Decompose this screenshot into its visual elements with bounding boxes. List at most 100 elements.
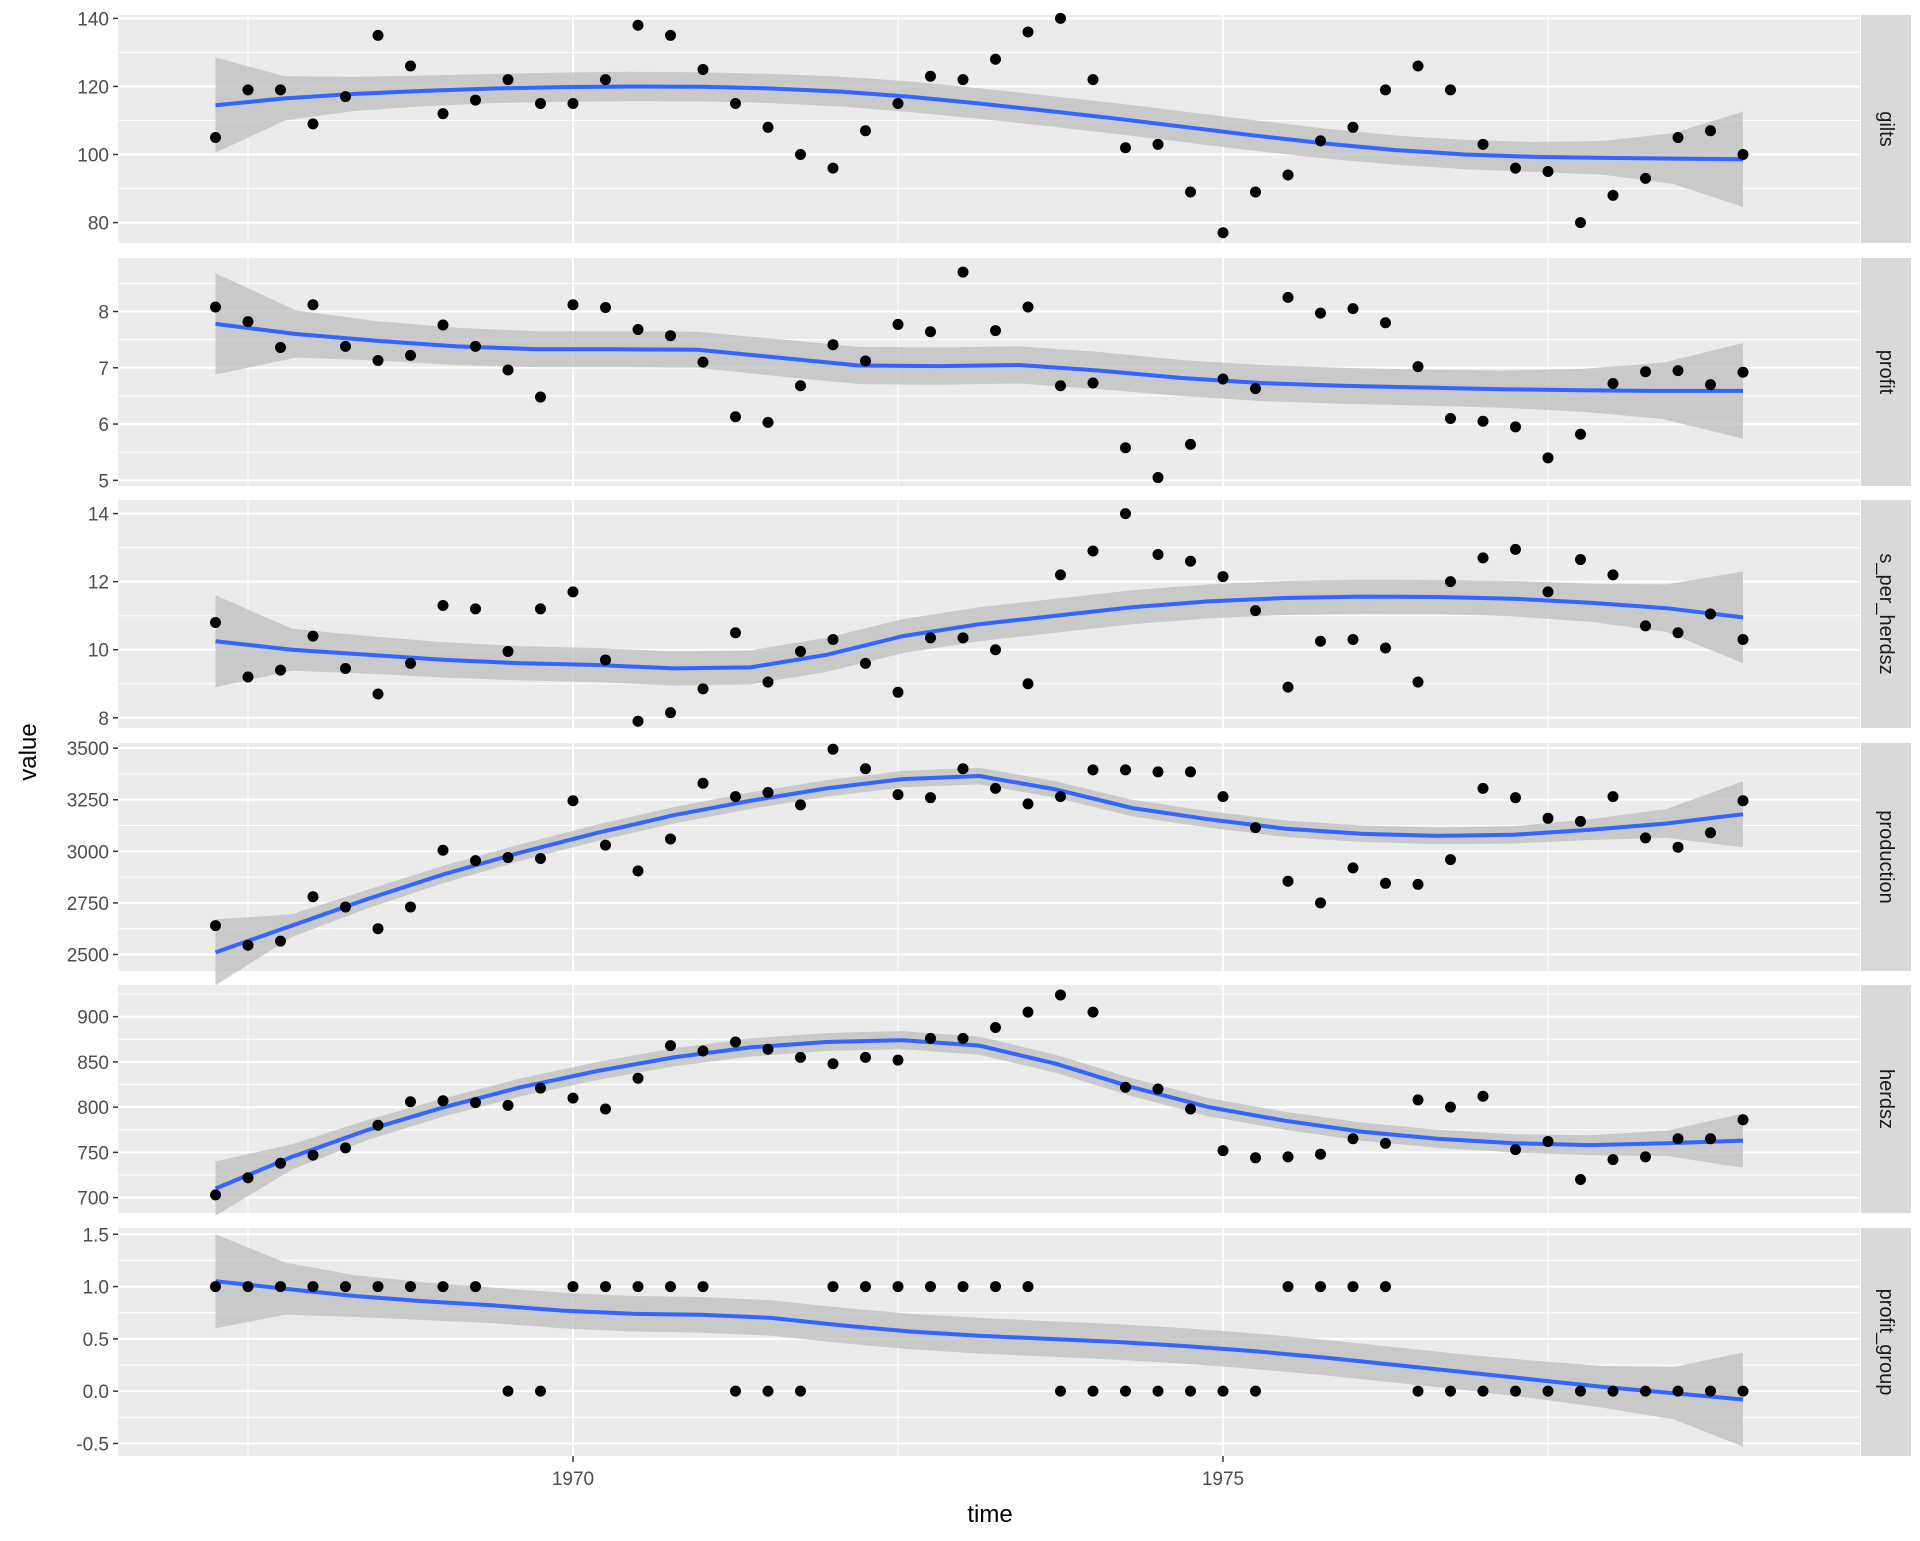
data-point: [340, 340, 351, 352]
data-point: [1055, 1385, 1066, 1397]
data-point: [1412, 878, 1424, 890]
data-point: [1705, 125, 1716, 137]
data-point: [1120, 1081, 1131, 1093]
data-point: [1217, 571, 1229, 583]
data-point: [502, 1099, 514, 1111]
data-point: [1347, 1281, 1359, 1293]
data-point: [340, 901, 351, 913]
y-tick-label: 14: [88, 505, 110, 526]
data-point: [340, 662, 351, 674]
data-point: [1672, 365, 1684, 377]
data-point: [1282, 291, 1294, 303]
data-point: [1640, 1385, 1651, 1397]
data-point: [210, 617, 221, 629]
data-point: [1152, 138, 1164, 150]
data-point: [1055, 380, 1066, 392]
panel-gilts: 80 100 120 140 gilts: [77, 9, 1911, 243]
y-tick-label: 1.5: [83, 1225, 109, 1246]
y-tick-label: 6: [98, 415, 109, 436]
data-point: [1705, 379, 1716, 391]
data-point: [665, 330, 676, 342]
data-point: [567, 1281, 579, 1293]
data-point: [1510, 421, 1521, 433]
data-point: [697, 1045, 709, 1057]
smooth-line: [215, 1279, 1744, 1402]
data-point: [567, 795, 579, 807]
data-point: [307, 891, 319, 903]
data-point: [1380, 642, 1391, 654]
y-tick-label: 2750: [67, 894, 109, 915]
data-point: [1445, 1101, 1456, 1113]
y-tick-label: 2500: [67, 945, 109, 966]
data-point: [1510, 792, 1521, 804]
data-point: [470, 1097, 481, 1109]
facet-strip-label: profit_group: [1875, 1289, 1897, 1396]
data-point: [925, 632, 936, 644]
y-tick-label: 3500: [67, 739, 109, 760]
data-point: [1575, 1174, 1586, 1186]
data-point: [1640, 366, 1651, 378]
data-point: [957, 1032, 969, 1044]
confidence-ribbon: [215, 1031, 1743, 1216]
data-point: [405, 901, 416, 913]
data-point: [1575, 1385, 1586, 1397]
facet-strip: [1861, 985, 1911, 1213]
data-point: [1315, 307, 1326, 319]
data-point: [990, 782, 1001, 794]
data-point: [1672, 627, 1684, 639]
data-point: [957, 74, 969, 86]
facet-strip-label: herdsz: [1875, 1069, 1897, 1129]
y-tick-label: 800: [77, 1098, 109, 1119]
data-point: [665, 707, 676, 719]
y-tick-label: 120: [77, 77, 109, 98]
y-tick-label: 0.5: [83, 1330, 109, 1351]
data-point: [1510, 1144, 1521, 1156]
data-point: [1087, 764, 1099, 776]
data-point: [632, 1281, 644, 1293]
data-point: [665, 1040, 676, 1052]
data-point: [860, 355, 871, 367]
data-point: [1412, 1385, 1424, 1397]
data-point: [1120, 142, 1131, 154]
data-point: [1607, 1154, 1619, 1166]
y-tick-label: 140: [77, 9, 109, 30]
data-point: [762, 676, 774, 688]
data-point: [1705, 1385, 1716, 1397]
x-tick-label: 1970: [552, 1469, 594, 1490]
data-point: [307, 1281, 319, 1293]
data-point: [1185, 1385, 1196, 1397]
data-point: [697, 683, 709, 695]
y-tick-label: 700: [77, 1189, 109, 1210]
data-point: [795, 149, 806, 161]
data-point: [210, 301, 221, 313]
data-point: [1477, 552, 1489, 564]
data-point: [860, 1281, 871, 1293]
panel-production: 2500 2750 3000 3250 3500 production: [67, 739, 1911, 986]
data-point: [1217, 791, 1229, 803]
data-point: [1185, 186, 1196, 198]
data-point: [1055, 791, 1066, 803]
data-point: [405, 60, 416, 72]
data-point: [1347, 1133, 1359, 1145]
data-point: [990, 1022, 1001, 1034]
confidence-ribbon: [215, 1234, 1743, 1447]
facet-strip: [1861, 500, 1911, 728]
data-point: [210, 1189, 221, 1201]
data-point: [1217, 373, 1229, 385]
data-point: [1607, 378, 1619, 390]
data-point: [1607, 1385, 1619, 1397]
data-point: [1250, 186, 1261, 198]
y-tick-label: 5: [98, 471, 109, 492]
data-point: [730, 1036, 741, 1048]
data-point: [600, 839, 611, 851]
facet-strip: [1861, 258, 1911, 486]
data-point: [470, 1281, 481, 1293]
x-axis-title: time: [967, 1501, 1012, 1528]
data-point: [762, 1385, 774, 1397]
data-point: [1445, 1385, 1456, 1397]
data-point: [1120, 508, 1131, 520]
data-point: [1477, 1090, 1489, 1102]
data-point: [470, 603, 481, 615]
data-point: [892, 318, 904, 330]
data-point: [600, 654, 611, 666]
